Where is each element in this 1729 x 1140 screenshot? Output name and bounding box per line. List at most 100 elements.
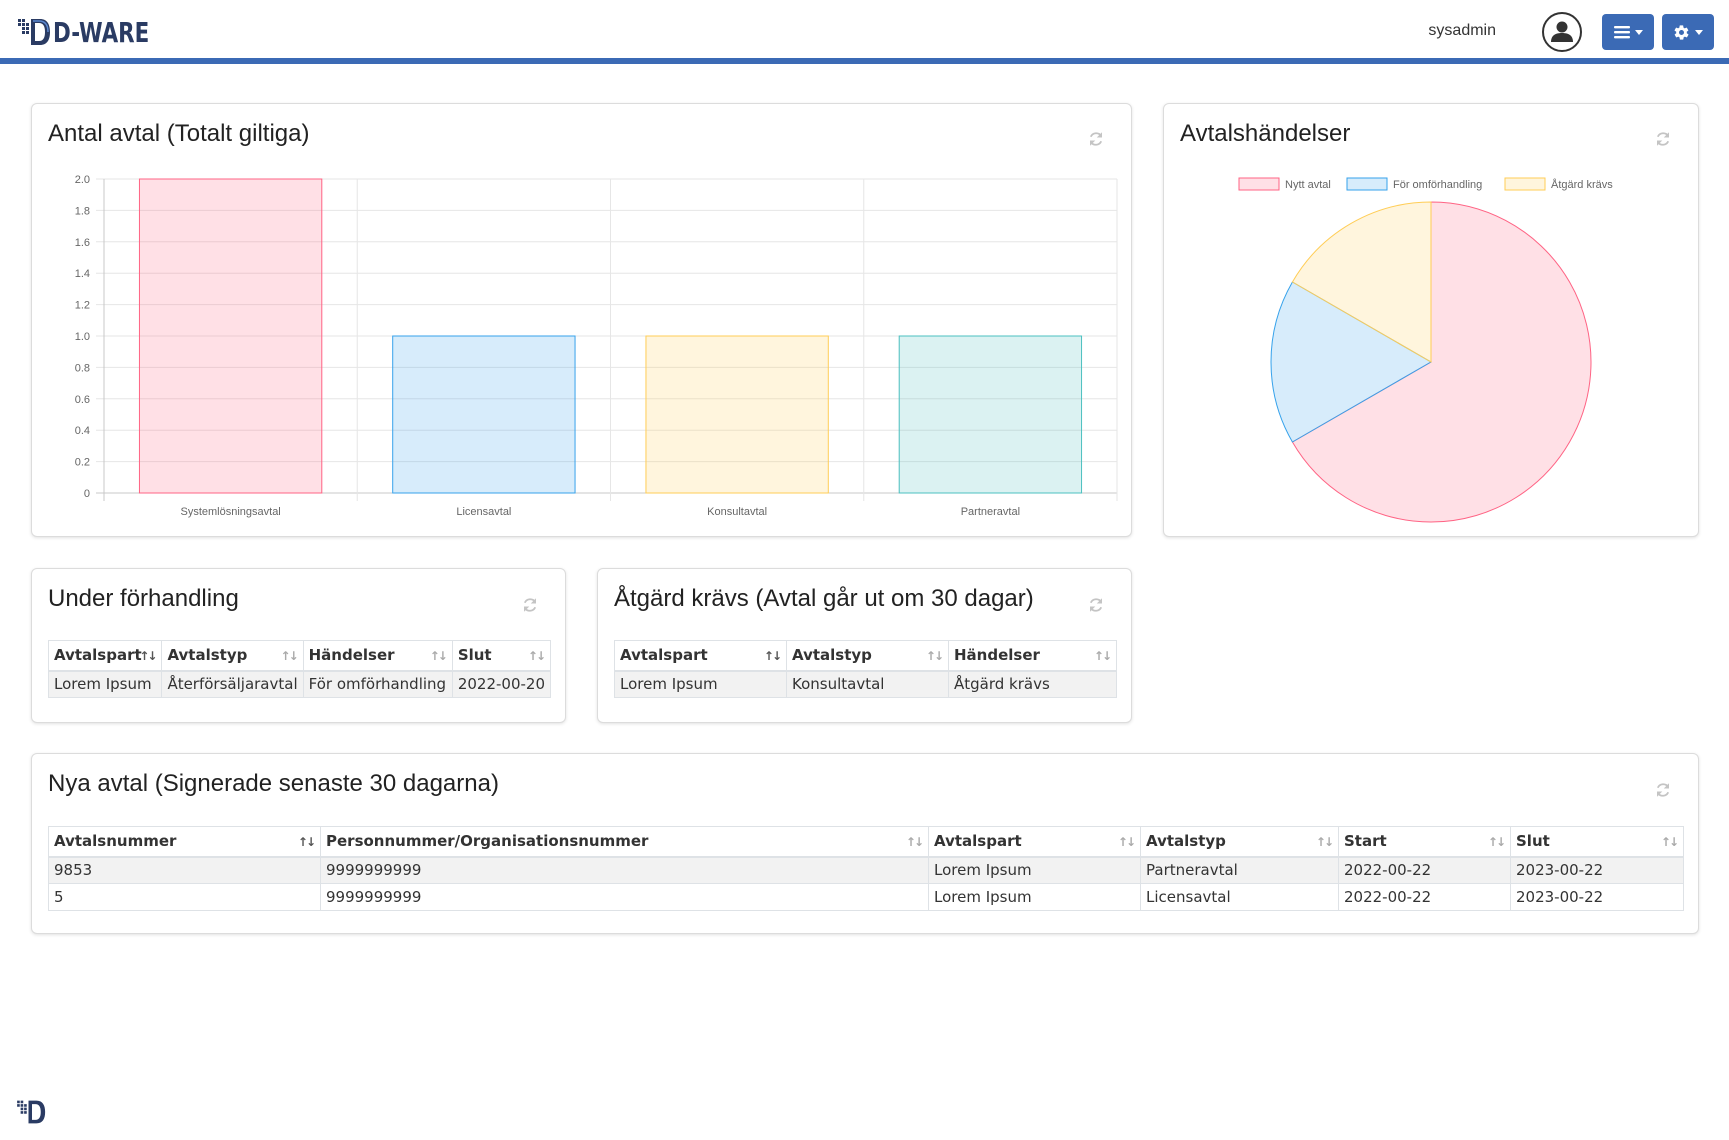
column-label: Start xyxy=(1344,832,1387,851)
cell-avtalstyp: Partneravtal xyxy=(1140,856,1339,884)
column-header-avtalspart[interactable]: Avtalspart ↑↓ xyxy=(928,826,1141,858)
sort-icon: ↑↓ xyxy=(925,649,944,663)
column-label: Händelser xyxy=(954,646,1040,665)
refresh-icon[interactable] xyxy=(1087,130,1105,148)
menu-dropdown-button[interactable] xyxy=(1602,14,1654,50)
pie-slice[interactable] xyxy=(1270,281,1432,443)
y-tick-label: 1.4 xyxy=(75,268,90,280)
y-tick-label: 2.0 xyxy=(75,174,90,186)
legend-label[interactable]: För omförhandling xyxy=(1393,179,1482,191)
new-contracts-card: Nya avtal (Signerade senaste 30 dagarna)… xyxy=(31,753,1699,934)
column-header-personnummer[interactable]: Personnummer/Organisationsnummer ↑↓ xyxy=(320,826,929,858)
table-row[interactable]: Lorem Ipsum Konsultavtal Åtgärd krävs xyxy=(614,670,1117,698)
sort-icon: ↑↓ xyxy=(1093,649,1112,663)
cell-slut: 2023-00-22 xyxy=(1510,856,1684,884)
action-required-card: Åtgärd krävs (Avtal går ut om 30 dagar) … xyxy=(597,568,1132,723)
column-label: Avtalspart xyxy=(54,646,142,665)
user-avatar-button[interactable] xyxy=(1542,12,1582,52)
sort-icon: ↑↓ xyxy=(297,835,316,849)
gear-icon xyxy=(1674,24,1689,40)
sort-icon: ↑↓ xyxy=(763,649,782,663)
y-tick-label: 1.6 xyxy=(75,237,90,249)
cell-slut: 2023-00-22 xyxy=(1510,883,1684,911)
card-title: Nya avtal (Signerade senaste 30 dagarna) xyxy=(48,770,499,797)
column-header-avtalsnummer[interactable]: Avtalsnummer ↑↓ xyxy=(48,826,321,858)
column-header-avtalstyp[interactable]: Avtalstyp ↑↓ xyxy=(786,640,949,672)
sort-icon: ↑↓ xyxy=(527,649,546,663)
cell-avtalspart: Lorem Ipsum xyxy=(928,856,1141,884)
y-tick-label: 0.4 xyxy=(75,425,90,437)
sort-icon: ↑↓ xyxy=(1660,835,1679,849)
refresh-icon[interactable] xyxy=(1654,781,1672,799)
under-negotiation-card: Under förhandling Avtalspart ↑↓ Avtalstyp… xyxy=(31,568,566,723)
sort-icon: ↑↓ xyxy=(1117,835,1136,849)
refresh-icon[interactable] xyxy=(1087,596,1105,614)
cell-slut: 2022-00-20 xyxy=(451,670,552,698)
bar[interactable] xyxy=(645,335,829,494)
sort-icon: ↑↓ xyxy=(280,649,299,663)
column-label: Avtalspart xyxy=(934,832,1022,851)
table-row[interactable]: 5 9999999999 Lorem Ipsum Licensavtal 202… xyxy=(48,883,1684,911)
bar[interactable] xyxy=(138,178,323,494)
legend-label[interactable]: Åtgärd krävs xyxy=(1551,178,1613,191)
legend-swatch[interactable] xyxy=(1238,177,1280,191)
y-tick-label: 1.0 xyxy=(75,331,90,343)
x-tick-label: Konsultavtal xyxy=(707,506,767,518)
contract-events-card: Avtalshändelser Nytt avtal För omförhandl… xyxy=(1163,103,1699,537)
column-label: Händelser xyxy=(308,646,395,665)
card-title: Åtgärd krävs (Avtal går ut om 30 dagar) xyxy=(614,585,1034,612)
legend-label[interactable]: Nytt avtal xyxy=(1285,179,1331,191)
settings-dropdown-button[interactable] xyxy=(1662,14,1714,50)
column-header-avtalstyp[interactable]: Avtalstyp ↑↓ xyxy=(1140,826,1339,858)
cell-avtalstyp: Licensavtal xyxy=(1140,883,1339,911)
cell-avtalsnummer: 9853 xyxy=(48,856,321,884)
table-row[interactable]: 9853 9999999999 Lorem Ipsum Partneravtal… xyxy=(48,856,1684,884)
card-title: Under förhandling xyxy=(48,585,239,612)
bar[interactable] xyxy=(392,335,576,494)
legend-swatch[interactable] xyxy=(1346,177,1388,191)
cell-avtalspart: Lorem Ipsum xyxy=(614,670,787,698)
column-header-handelser[interactable]: Händelser ↑↓ xyxy=(948,640,1117,672)
top-navbar: D-WARE sysadmin xyxy=(0,0,1729,64)
column-label: Avtalstyp xyxy=(1146,832,1226,851)
cell-personnummer: 9999999999 xyxy=(320,856,929,884)
column-header-avtalstyp[interactable]: Avtalstyp ↑↓ xyxy=(161,640,304,672)
table-row[interactable]: Lorem Ipsum Återförsäljaravtal För omför… xyxy=(47,670,552,698)
new-contracts-table: Avtalsnummer ↑↓ Personnummer/Organisation… xyxy=(48,826,1684,911)
cell-personnummer: 9999999999 xyxy=(320,883,929,911)
sort-icon: ↑↓ xyxy=(139,649,157,663)
app-logo[interactable]: D-WARE xyxy=(18,14,166,50)
cell-avtalsnummer: 5 xyxy=(48,883,321,911)
column-header-avtalspart[interactable]: Avtalspart ↑↓ xyxy=(47,640,163,672)
y-tick-label: 0.8 xyxy=(75,362,90,374)
y-tick-label: 1.8 xyxy=(75,205,90,217)
chevron-down-icon xyxy=(1634,29,1643,35)
cell-handelser: För omförhandling xyxy=(302,670,453,698)
x-tick-label: Licensavtal xyxy=(456,506,511,518)
column-label: Avtalstyp xyxy=(167,646,248,665)
pie-slice[interactable] xyxy=(1291,201,1432,363)
column-header-slut[interactable]: Slut ↑↓ xyxy=(451,640,552,672)
column-header-handelser[interactable]: Händelser ↑↓ xyxy=(302,640,453,672)
legend-swatch[interactable] xyxy=(1504,177,1546,191)
card-title: Antal avtal (Totalt giltiga) xyxy=(48,120,310,147)
refresh-icon[interactable] xyxy=(521,596,539,614)
cell-avtalstyp: Konsultavtal xyxy=(786,670,949,698)
sort-icon: ↑↓ xyxy=(1315,835,1334,849)
column-header-slut[interactable]: Slut ↑↓ xyxy=(1510,826,1684,858)
table-header-row: Avtalsnummer ↑↓ Personnummer/Organisation… xyxy=(48,826,1684,858)
logo-mark-icon xyxy=(18,19,50,45)
bar[interactable] xyxy=(898,335,1083,494)
contracts-count-card: Antal avtal (Totalt giltiga) 2.0 1.8 1.6 1.… xyxy=(31,103,1132,537)
table-header-row: Avtalspart ↑↓ Avtalstyp ↑↓ Händelser ↑↓ xyxy=(614,640,1117,672)
y-tick-label: 1.2 xyxy=(75,300,90,312)
cell-handelser: Åtgärd krävs xyxy=(948,670,1117,698)
pie-slice[interactable] xyxy=(1291,201,1592,523)
sort-icon: ↑↓ xyxy=(429,649,448,663)
column-label: Avtalspart xyxy=(620,646,708,665)
footer-logo-icon xyxy=(17,1100,46,1124)
refresh-icon[interactable] xyxy=(1654,130,1672,148)
column-header-start[interactable]: Start ↑↓ xyxy=(1338,826,1511,858)
user-circle-icon xyxy=(1551,21,1573,42)
column-header-avtalspart[interactable]: Avtalspart ↑↓ xyxy=(614,640,787,672)
